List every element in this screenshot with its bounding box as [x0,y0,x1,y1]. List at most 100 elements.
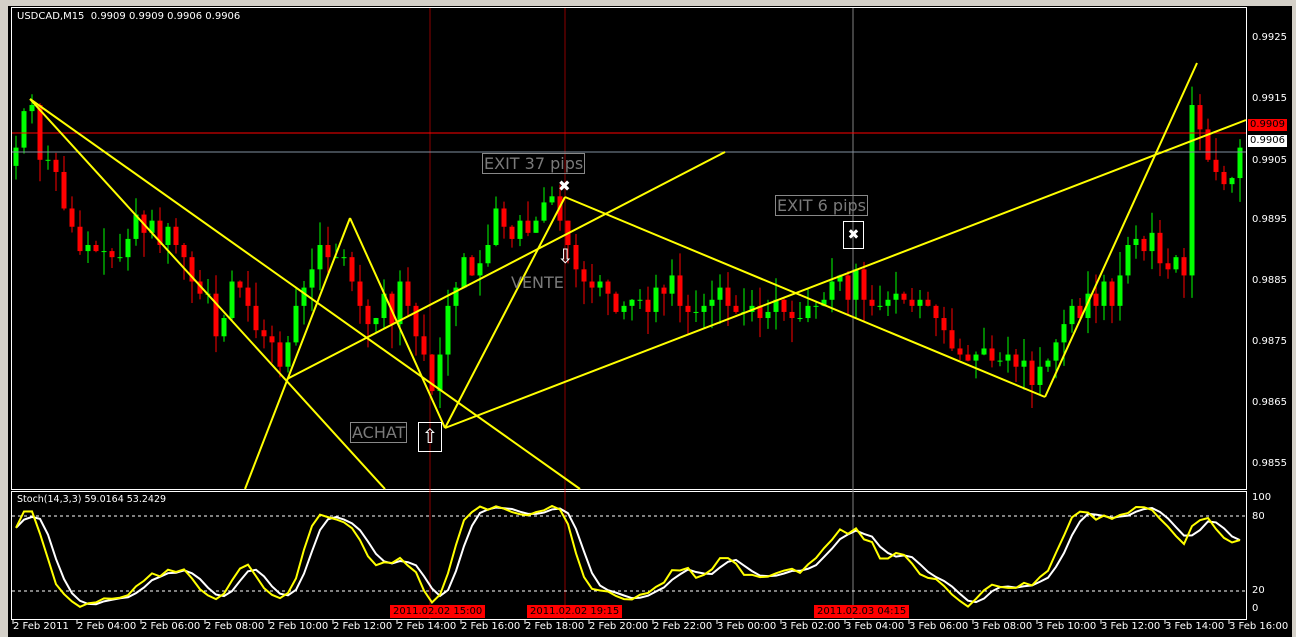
bull-candle [541,202,547,221]
bear-candle [413,305,419,337]
bull-candle [1149,232,1155,252]
bull-candle [301,287,307,306]
bull-candle [813,305,819,307]
bull-candle [877,305,883,307]
exit-label-2[interactable]: EXIT 6 pips [775,195,869,216]
bear-candle [1213,159,1219,172]
bull-candle [973,354,979,361]
stoch-level-label: 100 [1252,492,1272,503]
bull-candle [453,287,459,306]
bull-candle [1189,105,1195,276]
bull-candle [533,220,539,233]
ask-price-marker: 0.9906 [1248,135,1287,147]
bear-candle [989,348,995,361]
bull-candle [1125,244,1131,276]
sell-label[interactable]: VENTE [511,273,564,292]
bear-candle [1157,232,1163,264]
bear-candle [181,244,187,258]
price-label: 0.9925 [1252,32,1287,43]
bull-candle [437,354,443,392]
bull-candle [461,257,467,288]
bull-candle [765,311,771,319]
bull-candle [1101,281,1107,306]
bull-candle [917,299,923,306]
bull-candle [445,305,451,355]
bull-candle [317,244,323,270]
time-label: 3 Feb 10:00 [1037,621,1097,632]
bear-candle [405,281,411,306]
crosshair-time-marker: 2011.02.02 19:15 [527,605,623,618]
bull-candle [293,305,299,343]
bull-candle [1173,257,1179,270]
buy-arrow-icon[interactable]: ⇧ [418,422,442,452]
bear-candle [1093,293,1099,306]
exit-cross-icon[interactable]: ✖ [843,221,864,249]
bear-candle [589,281,595,288]
bull-candle [1061,324,1067,343]
bear-candle [189,257,195,282]
time-label: 2 Feb 18:00 [525,621,585,632]
bull-candle [1117,275,1123,306]
bear-candle [277,342,283,367]
bull-candle [285,342,291,367]
trend-line [444,196,566,429]
bear-candle [781,299,787,312]
bear-candle [1197,105,1203,130]
bear-candle [253,305,259,331]
bear-candle [685,305,691,312]
price-label: 0.9875 [1252,336,1287,347]
bear-candle [677,275,683,306]
bull-candle [29,105,35,112]
bear-candle [605,281,611,294]
sell-arrow-icon[interactable]: ⇩ [557,244,574,268]
window-top-border [0,0,1296,6]
exit-cross-icon[interactable]: ✖ [558,177,571,195]
bull-candle [333,257,339,259]
bear-candle [173,226,179,245]
bull-candle [885,299,891,306]
bull-candle [629,299,635,306]
bull-candle [717,287,723,300]
bear-candle [869,299,875,306]
bull-candle [21,111,27,148]
time-label: 2 Feb 22:00 [653,621,713,632]
bear-candle [645,299,651,312]
bear-candle [1141,238,1147,252]
bull-candle [517,220,523,239]
bear-candle [77,226,83,252]
price-label: 0.9865 [1252,397,1287,408]
bear-candle [757,305,763,319]
bear-candle [925,299,931,306]
time-label: 2 Feb 16:00 [461,621,521,632]
stoch-level-label: 80 [1252,511,1265,522]
time-label: 3 Feb 06:00 [909,621,969,632]
bull-candle [45,159,51,161]
bear-candle [269,336,275,343]
time-label: 3 Feb 04:00 [845,621,905,632]
time-label: 3 Feb 12:00 [1101,621,1161,632]
bear-candle [965,354,971,361]
exit-label-1[interactable]: EXIT 37 pips [482,153,586,174]
bull-candle [1237,147,1243,179]
trend-line [29,98,581,490]
time-label: 3 Feb 08:00 [973,621,1033,632]
trend-line [1044,62,1198,398]
crosshair-time-marker: 2011.02.03 04:15 [814,605,910,618]
bear-candle [789,311,795,319]
bull-candle [981,348,987,355]
bull-candle [149,220,155,233]
buy-label[interactable]: ACHAT [350,422,408,443]
bull-candle [229,281,235,319]
bull-candle [853,269,859,300]
time-label: 2 Feb 12:00 [333,621,393,632]
bear-candle [861,269,867,300]
bear-candle [909,299,915,306]
bull-candle [381,293,387,319]
bid-price-marker: 0.9909 [1248,119,1287,131]
bull-candle [1229,178,1235,185]
bull-candle [829,281,835,300]
bull-candle [485,244,491,264]
bear-candle [1221,171,1227,185]
crosshair-time-marker: 2011.02.02 15:00 [390,605,486,618]
